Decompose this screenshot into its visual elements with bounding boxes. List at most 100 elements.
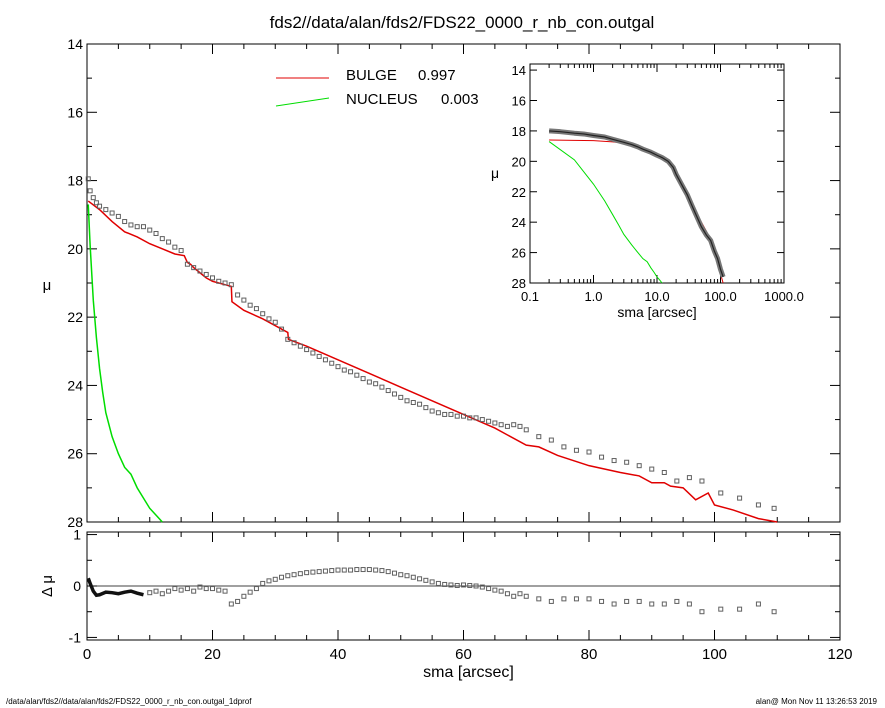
footer-timestamp: alan@ Mon Nov 11 13:26:53 2019 xyxy=(755,697,877,706)
data-point xyxy=(573,447,579,453)
legend: BULGE 0.997 NUCLEUS 0.003 xyxy=(275,67,479,108)
y-tick-label: 0 xyxy=(73,578,81,594)
data-point xyxy=(699,478,705,484)
y-tick-label: 26 xyxy=(512,246,526,261)
data-point xyxy=(304,347,310,353)
data-point xyxy=(636,463,642,469)
residual-point xyxy=(473,583,479,589)
data-point xyxy=(341,367,347,373)
data-point xyxy=(467,415,473,421)
data-point xyxy=(498,422,504,428)
nucleus-profile-line xyxy=(87,204,163,523)
y-tick-label: 14 xyxy=(67,36,83,52)
y-tick-label: 14 xyxy=(512,63,526,78)
data-point xyxy=(184,261,190,267)
residual-point xyxy=(210,586,215,592)
residual-point xyxy=(504,591,510,597)
data-point xyxy=(272,319,278,325)
data-point xyxy=(448,411,454,417)
residual-inner-trace xyxy=(86,577,144,598)
residual-point xyxy=(266,578,272,584)
y-tick-label: 22 xyxy=(67,309,83,325)
data-point xyxy=(335,364,341,370)
data-point xyxy=(417,401,423,407)
residual-point xyxy=(737,606,743,612)
data-point xyxy=(241,297,247,303)
residual-point xyxy=(661,601,667,607)
x-tick-label: 1000.0 xyxy=(764,289,804,304)
y-tick-label: 18 xyxy=(67,173,83,189)
data-point xyxy=(228,282,234,288)
inset-plot-frame xyxy=(529,63,785,284)
data-point xyxy=(316,353,322,359)
data-point xyxy=(385,388,391,394)
residual-point xyxy=(184,586,190,592)
residual-point xyxy=(611,601,617,607)
residual-point xyxy=(536,596,542,602)
residual-point xyxy=(511,593,517,599)
residual-point xyxy=(479,584,485,590)
residual-point xyxy=(398,572,404,578)
residual-point xyxy=(272,576,278,582)
residual-point xyxy=(235,598,241,604)
x-tick-label: 1.0 xyxy=(584,289,602,304)
data-point xyxy=(624,459,630,465)
legend-nucleus-line xyxy=(275,97,330,107)
y-tick-label: -1 xyxy=(69,629,82,645)
residual-point xyxy=(435,580,441,586)
y-tick-label: 24 xyxy=(512,215,526,230)
data-point xyxy=(548,437,554,443)
residual-point xyxy=(674,598,680,604)
residual-point xyxy=(247,589,253,595)
residual-point xyxy=(297,571,303,577)
residual-point xyxy=(517,591,523,597)
data-point xyxy=(473,415,479,421)
residual-point xyxy=(241,593,247,599)
data-point xyxy=(479,417,485,423)
data-point xyxy=(147,227,153,233)
residual-point xyxy=(467,582,473,588)
data-point xyxy=(454,413,460,419)
legend-nucleus-value: 0.003 xyxy=(441,91,479,108)
data-point xyxy=(360,376,366,382)
residual-point xyxy=(279,574,285,580)
residual-point xyxy=(203,586,209,592)
data-point xyxy=(348,369,354,375)
residual-point xyxy=(310,569,316,575)
residual-point xyxy=(492,587,498,593)
residual-point xyxy=(147,590,153,596)
residual-point xyxy=(260,580,266,586)
data-point xyxy=(260,311,266,317)
residual-point xyxy=(649,601,655,607)
residual-point xyxy=(686,601,692,607)
data-point xyxy=(153,230,159,236)
residual-point xyxy=(410,574,416,580)
x-axis-label: sma [arcsec] xyxy=(423,664,514,681)
residual-point xyxy=(304,570,310,576)
x-tick-label: 0 xyxy=(83,646,91,663)
residual-point xyxy=(442,581,448,587)
data-point xyxy=(191,265,197,271)
data-point xyxy=(429,408,435,414)
residual-point xyxy=(573,596,579,602)
residual-point xyxy=(454,582,460,588)
residual-point xyxy=(379,568,385,574)
residual-point xyxy=(599,598,605,604)
footer-file-path: /data/alan/fds2//data/alan/fds2/FDS22_00… xyxy=(6,697,252,706)
residual-point xyxy=(197,584,203,590)
residual-point xyxy=(771,609,777,615)
residual-point xyxy=(498,588,504,594)
data-point xyxy=(536,434,542,440)
data-point xyxy=(322,357,328,363)
y-tick-label: 20 xyxy=(67,241,83,257)
data-point xyxy=(755,502,761,508)
residual-point xyxy=(335,567,341,573)
y-axis-label: μ xyxy=(43,277,52,294)
residual-point xyxy=(159,591,165,597)
residual-point xyxy=(228,601,234,607)
y-axis-label: μ xyxy=(491,165,499,181)
inset-nucleus-line xyxy=(548,141,663,284)
data-point xyxy=(85,176,91,182)
residual-point xyxy=(360,567,366,573)
data-point xyxy=(771,505,777,511)
